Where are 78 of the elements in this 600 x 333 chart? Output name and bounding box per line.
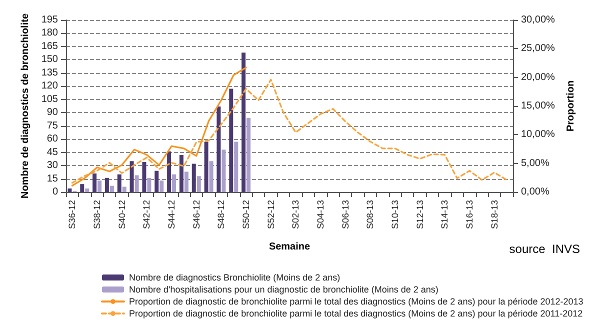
- source-note: source INVS: [509, 242, 580, 256]
- y-tick-label: 45: [46, 146, 58, 158]
- bar: [196, 176, 201, 192]
- x-tick-label: S38-12: [92, 200, 102, 230]
- line-series: [71, 78, 508, 184]
- y-tick-label: 195: [41, 14, 58, 26]
- y-tick-label: 0: [52, 186, 58, 198]
- legend-label: Proportion de diagnostic de bronchiolite parmi le total des diagnostics (Moins de 2 ans) pour la période 2012-2013: [129, 296, 584, 306]
- bar: [184, 172, 188, 192]
- y2-tick-label: 15,00%: [521, 100, 556, 112]
- bar: [246, 118, 251, 192]
- y-tick-label: 30: [46, 160, 58, 172]
- y2-tick-label: 0,00%: [521, 186, 550, 198]
- x-tick-label: S08-13: [365, 200, 376, 230]
- y-tick-label: 15: [46, 173, 58, 184]
- y-tick-label: 75: [46, 120, 58, 132]
- y-tick-label: 90: [46, 107, 58, 118]
- y-tick-label: 60: [46, 134, 58, 145]
- bar: [204, 142, 208, 192]
- bar: [68, 188, 72, 192]
- x-tick-label: S02-13: [290, 200, 301, 230]
- x-tick-label: S46-12: [191, 200, 202, 230]
- bar: [234, 142, 238, 192]
- bar: [130, 161, 134, 192]
- bar: [142, 162, 146, 192]
- bar: [80, 184, 84, 192]
- x-tick-label: S42-12: [142, 200, 152, 230]
- bar: [222, 150, 226, 192]
- bar: [122, 186, 126, 192]
- x-tick-label: S48-12: [216, 200, 226, 230]
- x-tick-label: S16-13: [464, 200, 475, 230]
- x-tick-label: S14-13: [440, 200, 450, 230]
- x-tick-label: S06-13: [340, 200, 350, 230]
- legend-label: Proportion de diagnostic de bronchiolite parmi le total des diagnostics (Moins de 2 ans) pour la période 2011-2012: [129, 308, 583, 318]
- y-axis-title: Nombre de diagnostics de bronchiolite: [20, 13, 31, 199]
- bar: [92, 173, 97, 192]
- x-tick-label: S10-13: [390, 200, 400, 230]
- y-tick-label: 120: [41, 80, 58, 92]
- y2-axis-title: Proportion: [565, 80, 576, 132]
- legend-label: Nombre de diagnostics Bronchiolite (Moins de 2 ans): [129, 272, 340, 282]
- x-tick-label: S50-12: [241, 200, 252, 230]
- bar: [167, 151, 172, 192]
- line-series: [71, 66, 247, 186]
- x-tick-label: S12-13: [414, 200, 425, 230]
- legend-label: Nombre d'hospitalisations pour un diagnostic de bronchiolite (Moins de 2 ans): [129, 284, 438, 294]
- bar: [209, 161, 214, 192]
- bar: [85, 188, 90, 192]
- bar: [117, 174, 122, 192]
- y-tick-label: 165: [41, 40, 58, 52]
- bar: [110, 186, 114, 192]
- bar: [104, 178, 109, 192]
- bar: [192, 164, 196, 192]
- y2-tick-label: 30,00%: [521, 14, 556, 26]
- x-tick-label: S52-12: [266, 200, 276, 230]
- x-tick-label: S04-13: [316, 200, 326, 230]
- y-tick-label: 105: [41, 94, 58, 105]
- bar: [98, 180, 102, 192]
- y-tick-label: 150: [41, 54, 58, 66]
- y2-tick-label: 10,00%: [521, 129, 556, 140]
- bar: [160, 180, 164, 192]
- y2-tick-label: 25,00%: [521, 43, 556, 54]
- bar: [134, 175, 139, 192]
- y-tick-label: 180: [41, 28, 58, 39]
- x-tick-label: S18-13: [489, 200, 500, 230]
- bar: [154, 170, 159, 192]
- x-axis-title: Semaine: [268, 242, 310, 252]
- y2-tick-label: 20,00%: [521, 72, 556, 83]
- bar: [172, 174, 176, 192]
- bar: [147, 178, 152, 192]
- bar: [229, 88, 234, 192]
- bar: [242, 52, 246, 192]
- y2-tick-label: 5,00%: [521, 158, 550, 169]
- bar: [216, 106, 221, 192]
- bar: [179, 154, 184, 192]
- x-tick-label: S44-12: [166, 200, 177, 230]
- y-tick-label: 135: [41, 67, 58, 78]
- x-tick-label: S36-12: [67, 200, 78, 230]
- x-tick-label: S40-12: [116, 200, 127, 230]
